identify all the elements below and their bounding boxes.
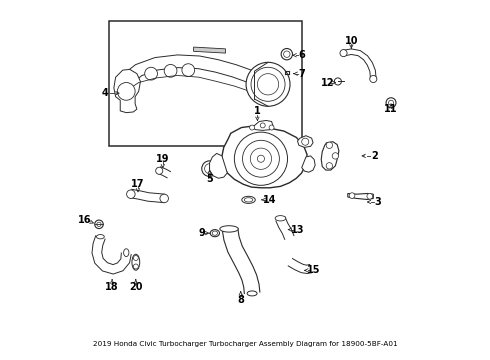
Bar bbox=[109, 21, 302, 146]
Text: 3: 3 bbox=[374, 197, 381, 207]
Circle shape bbox=[182, 64, 195, 77]
Text: 4: 4 bbox=[101, 88, 108, 98]
Circle shape bbox=[349, 193, 355, 198]
Text: 1: 1 bbox=[254, 106, 261, 116]
Text: 2019 Honda Civic Turbocharger Turbocharger Assembly Diagram for 18900-5BF-A01: 2019 Honda Civic Turbocharger Turbocharg… bbox=[93, 341, 397, 347]
Circle shape bbox=[281, 49, 293, 60]
Polygon shape bbox=[222, 126, 307, 188]
Text: 11: 11 bbox=[384, 104, 398, 114]
Circle shape bbox=[126, 190, 135, 198]
Text: 10: 10 bbox=[344, 36, 358, 46]
Circle shape bbox=[95, 220, 103, 229]
Ellipse shape bbox=[245, 198, 253, 202]
Polygon shape bbox=[321, 142, 339, 170]
Polygon shape bbox=[297, 136, 313, 147]
Circle shape bbox=[334, 78, 342, 85]
Circle shape bbox=[164, 64, 177, 77]
Circle shape bbox=[118, 82, 135, 100]
Ellipse shape bbox=[220, 226, 238, 232]
Circle shape bbox=[246, 62, 290, 106]
Text: 6: 6 bbox=[298, 50, 305, 60]
Text: 8: 8 bbox=[237, 295, 244, 305]
Circle shape bbox=[386, 98, 396, 108]
Ellipse shape bbox=[247, 291, 257, 296]
Ellipse shape bbox=[123, 249, 129, 257]
Circle shape bbox=[251, 67, 285, 101]
Ellipse shape bbox=[212, 231, 218, 235]
Circle shape bbox=[257, 155, 265, 162]
Text: 18: 18 bbox=[105, 282, 119, 292]
Polygon shape bbox=[252, 121, 273, 130]
Text: 7: 7 bbox=[298, 69, 305, 79]
Circle shape bbox=[269, 125, 274, 130]
Text: 12: 12 bbox=[320, 77, 334, 87]
Circle shape bbox=[370, 76, 377, 82]
Polygon shape bbox=[114, 69, 141, 113]
Circle shape bbox=[332, 153, 339, 159]
Text: 13: 13 bbox=[291, 225, 304, 235]
Text: 20: 20 bbox=[129, 282, 143, 292]
Circle shape bbox=[367, 193, 372, 199]
Circle shape bbox=[133, 256, 138, 260]
Text: 5: 5 bbox=[206, 174, 213, 184]
Polygon shape bbox=[348, 193, 373, 199]
Polygon shape bbox=[302, 156, 315, 172]
Circle shape bbox=[160, 194, 169, 203]
Polygon shape bbox=[194, 47, 225, 53]
Circle shape bbox=[340, 50, 347, 57]
Circle shape bbox=[156, 167, 163, 174]
Circle shape bbox=[326, 142, 333, 148]
Ellipse shape bbox=[97, 235, 104, 239]
Circle shape bbox=[249, 125, 255, 130]
Circle shape bbox=[205, 164, 215, 174]
Text: 15: 15 bbox=[307, 265, 321, 275]
Ellipse shape bbox=[275, 216, 286, 221]
Circle shape bbox=[234, 132, 288, 185]
Ellipse shape bbox=[132, 254, 140, 270]
Circle shape bbox=[97, 222, 101, 226]
Text: 9: 9 bbox=[198, 228, 205, 238]
Circle shape bbox=[257, 74, 279, 95]
Text: 14: 14 bbox=[263, 195, 276, 205]
Circle shape bbox=[133, 264, 138, 269]
Text: 19: 19 bbox=[156, 154, 170, 165]
Circle shape bbox=[243, 140, 279, 177]
Ellipse shape bbox=[210, 230, 220, 237]
Text: 2: 2 bbox=[371, 151, 378, 161]
Circle shape bbox=[302, 138, 309, 145]
Circle shape bbox=[250, 148, 271, 169]
Circle shape bbox=[326, 163, 333, 169]
Circle shape bbox=[145, 67, 157, 80]
Text: 16: 16 bbox=[78, 215, 92, 225]
Circle shape bbox=[202, 161, 218, 176]
Text: 17: 17 bbox=[131, 179, 145, 189]
Circle shape bbox=[389, 100, 393, 105]
Circle shape bbox=[260, 123, 265, 128]
Polygon shape bbox=[210, 153, 227, 178]
Ellipse shape bbox=[242, 196, 255, 203]
Circle shape bbox=[284, 51, 290, 57]
